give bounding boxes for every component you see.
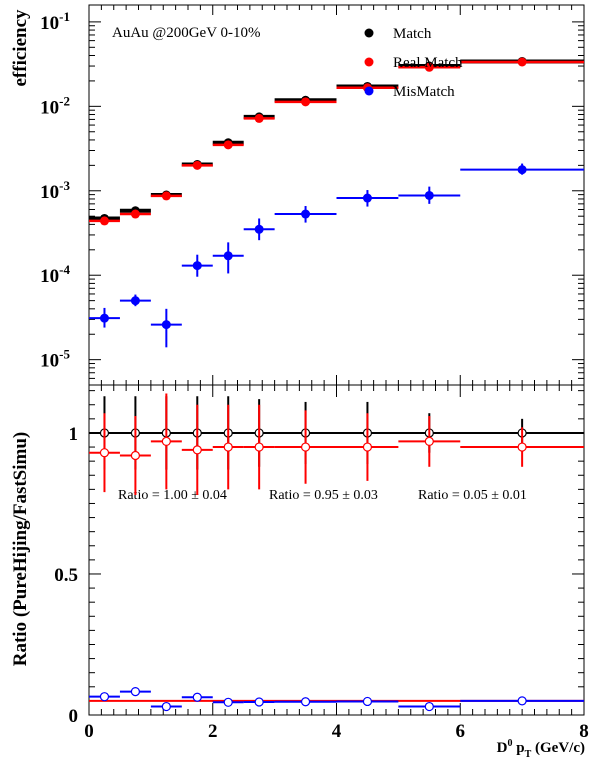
x-tick-label: 2 [208, 721, 218, 742]
ratio-mismatch-point [362, 696, 373, 707]
ratio-mismatch-point [424, 701, 434, 712]
ratio-mismatch-point [99, 692, 110, 702]
legend-label-mismatch: MisMatch [393, 84, 455, 100]
y-tick-label: 10-5 [40, 347, 70, 372]
ratio-mismatch-point [130, 686, 141, 697]
ratio-real-match-point [161, 436, 171, 447]
real-match-point [517, 57, 527, 67]
efficiency-panel: AuAu @200GeV 0-10% efficiency 10-1 10-2 10… [10, 4, 585, 386]
x-tick-label: 4 [332, 721, 342, 742]
mismatch-point [99, 313, 109, 323]
ratio-mismatch-point [223, 697, 233, 707]
ratio-real-match-point [300, 442, 311, 452]
y-tick-label: 10-4 [40, 262, 70, 287]
ratio-real-match-point [130, 450, 141, 461]
ratio-y-tick-label: 0.5 [54, 565, 78, 586]
ratio-real-match-point [424, 436, 434, 447]
mismatch-point [161, 320, 171, 330]
ratio-text-real-match: Ratio = 0.95 ± 0.03 [269, 488, 378, 503]
mismatch-point [254, 224, 264, 234]
y-tick-label: 10-3 [40, 178, 70, 203]
efficiency-ylabel: efficiency [10, 9, 31, 87]
real-match-point [130, 209, 140, 219]
ratio-real-match-point [362, 442, 373, 452]
real-match-point [424, 62, 434, 72]
ratio-real-match-point [254, 442, 264, 452]
legend-marker-mismatch [364, 86, 374, 96]
x-axis-label: D0 pT (GeV/c) [497, 738, 585, 760]
real-match-point [99, 216, 109, 226]
real-match-point [254, 113, 264, 123]
ratio-y-tick-label: 0 [69, 706, 79, 727]
mismatch-point [192, 261, 202, 271]
ratio-real-match-point [192, 445, 202, 455]
mismatch-point [301, 209, 311, 219]
ratio-y-tick-label: 1 [69, 424, 79, 445]
real-match-point [223, 140, 233, 150]
ratio-ylabel: Ratio (PureHijing/FastSimu) [10, 432, 31, 667]
ratio-mismatch-point [517, 696, 527, 706]
mismatch-point [130, 296, 140, 306]
ratio-mismatch-point [254, 697, 264, 707]
y-tick-label: 10-1 [40, 9, 70, 34]
mismatch-point [223, 251, 233, 261]
real-match-point [301, 97, 311, 107]
ratio-mismatch-point [300, 697, 311, 707]
ratio-mismatch-point [192, 692, 202, 702]
y-tick-label: 10-2 [40, 93, 70, 118]
legend-label-match: Match [393, 26, 432, 42]
mismatch-point [517, 165, 527, 175]
ratio-mismatch-point [161, 701, 171, 712]
x-tick-label: 8 [579, 721, 589, 742]
legend-marker-real-match [364, 57, 374, 67]
ratio-real-match-point [517, 442, 527, 452]
ratio-text-mismatch: Ratio = 0.05 ± 0.01 [418, 488, 527, 503]
ratio-real-match-point [223, 442, 233, 452]
centrality-annotation: AuAu @200GeV 0-10% [112, 25, 261, 41]
ratio-panel: Ratio (PureHijing/FastSimu) Ratio = 1.00… [10, 384, 589, 760]
ratio-real-match-point [99, 448, 110, 458]
mismatch-point [424, 190, 434, 200]
x-tick-label: 0 [84, 721, 94, 742]
ratio-text-match: Ratio = 1.00 ± 0.04 [118, 488, 227, 503]
legend-marker-match [364, 28, 374, 38]
mismatch-point [362, 193, 372, 203]
x-tick-label: 6 [456, 721, 466, 742]
real-match-point [161, 191, 171, 201]
legend-label-real-match: Real Match [393, 55, 463, 71]
real-match-point [192, 160, 202, 170]
